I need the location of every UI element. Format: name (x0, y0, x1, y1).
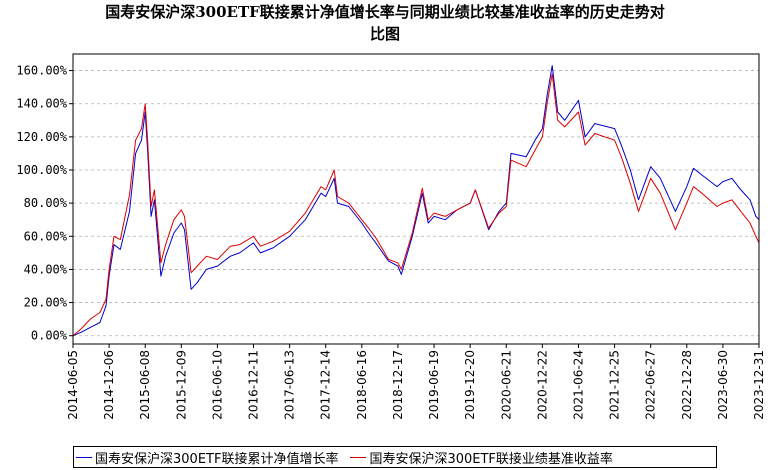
y-tick-label: 80.00% (24, 196, 68, 210)
y-tick-label: 0.00% (31, 329, 68, 343)
x-tick-label: 2017-06-13 (283, 350, 297, 420)
x-tick-label: 2023-12-31 (752, 350, 766, 420)
plot-frame (72, 53, 760, 345)
x-tick-label: 2023-06-30 (716, 350, 730, 420)
y-tick-label: 60.00% (24, 229, 68, 243)
x-tick-label: 2016-06-10 (210, 350, 224, 420)
x-tick-label: 2019-06-19 (427, 350, 441, 420)
x-tick-label: 2016-12-11 (247, 350, 261, 420)
series-line-benchmark (72, 73, 760, 337)
legend: 国寿安保沪深300ETF联接累计净值增长率 国寿安保沪深300ETF联接业绩基准… (73, 446, 717, 468)
chart-canvas: 0.00% 20.00% 40.00% 60.00% 80.00% 100.00% 120.… (16, 53, 766, 420)
x-tick-label: 2018-12-17 (391, 350, 405, 420)
chart-title-line-2: 比图 (369, 25, 400, 43)
y-tick-label: 20.00% (24, 296, 68, 310)
y-tick-label: 140.00% (16, 97, 67, 111)
y-tick-label: 160.00% (16, 64, 67, 78)
x-tick-label: 2020-06-21 (499, 350, 513, 420)
x-tick-label: 2017-12-14 (319, 350, 333, 420)
x-tick-label: 2022-06-27 (644, 350, 658, 420)
y-tick-label: 100.00% (16, 163, 67, 177)
y-axis: 0.00% 20.00% 40.00% 60.00% 80.00% 100.00% 120.… (16, 64, 73, 343)
chart-title-line-1: 国寿安保沪深300ETF联接累计净值增长率与同期业绩比较基准收益率的历史走势对 (105, 3, 665, 21)
x-tick-label: 2014-12-06 (102, 350, 116, 420)
x-tick-label: 2015-06-08 (138, 350, 152, 420)
legend-item-benchmark: 国寿安保沪深300ETF联接业绩基准收益率 (350, 448, 613, 467)
x-tick-label: 2021-12-25 (608, 350, 622, 420)
x-tick-label: 2021-06-24 (571, 350, 585, 420)
x-axis: 2014-06-05 2014-12-06 2015-06-08 2015-12-09… (66, 344, 766, 420)
series-layer (72, 65, 760, 337)
x-tick-label: 2014-06-05 (66, 350, 80, 420)
y-tick-label: 40.00% (24, 262, 68, 276)
legend-swatch-blue (76, 456, 92, 458)
x-tick-label: 2019-12-20 (463, 350, 477, 420)
legend-label-benchmark: 国寿安保沪深300ETF联接业绩基准收益率 (369, 451, 613, 467)
y-tick-label: 120.00% (16, 130, 67, 144)
grid-lines (73, 70, 759, 337)
x-tick-label: 2015-12-09 (174, 350, 188, 420)
legend-item-nav: 国寿安保沪深300ETF联接累计净值增长率 (76, 448, 338, 467)
series-line-nav (72, 65, 760, 337)
legend-swatch-red (350, 456, 367, 458)
x-tick-label: 2022-12-28 (680, 350, 694, 420)
legend-label-nav: 国寿安保沪深300ETF联接累计净值增长率 (95, 451, 339, 467)
x-tick-label: 2018-06-16 (355, 350, 369, 420)
x-tick-label: 2020-12-22 (535, 350, 549, 420)
